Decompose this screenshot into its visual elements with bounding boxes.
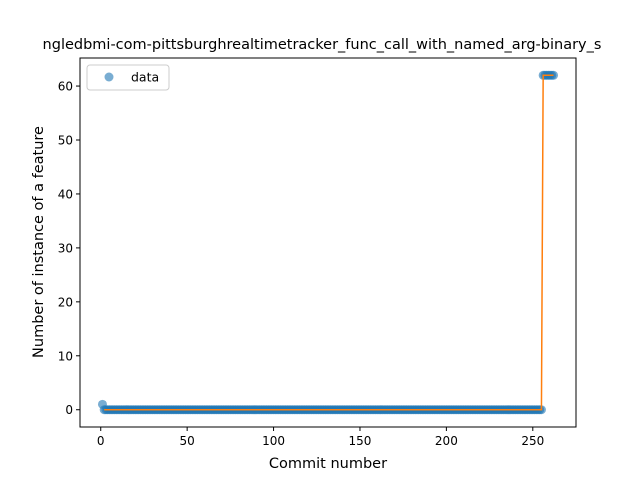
x-tick-label: 0 [97, 434, 105, 448]
fit-line [104, 74, 554, 411]
y-axis: 0 10 20 30 40 50 60 [58, 80, 80, 417]
y-tick-label: 0 [65, 403, 73, 417]
x-tick-label: 50 [180, 434, 195, 448]
y-tick-label: 10 [58, 349, 73, 363]
legend-marker [104, 72, 114, 82]
legend-label-data: data [131, 70, 159, 85]
legend: data [86, 64, 170, 91]
y-tick-label: 60 [58, 80, 73, 94]
chart-title: ngledbmi-com-pittsburghrealtimetracker_f… [43, 37, 602, 53]
plot-marks [97, 70, 559, 415]
x-tick-label: 250 [521, 434, 544, 448]
x-axis-label: Commit number [269, 456, 387, 472]
x-tick-label: 150 [349, 434, 372, 448]
x-axis: 0 50 100 150 200 250 [97, 427, 544, 448]
y-tick-label: 30 [58, 241, 73, 255]
plot-frame [79, 57, 577, 428]
x-tick-label: 200 [435, 434, 458, 448]
y-tick-label: 40 [58, 187, 73, 201]
y-tick-label: 50 [58, 134, 73, 148]
x-tick-label: 100 [262, 434, 285, 448]
y-axis-label: Number of instance of a feature [31, 126, 47, 358]
legend-box [86, 64, 170, 91]
y-tick-label: 20 [58, 295, 73, 309]
